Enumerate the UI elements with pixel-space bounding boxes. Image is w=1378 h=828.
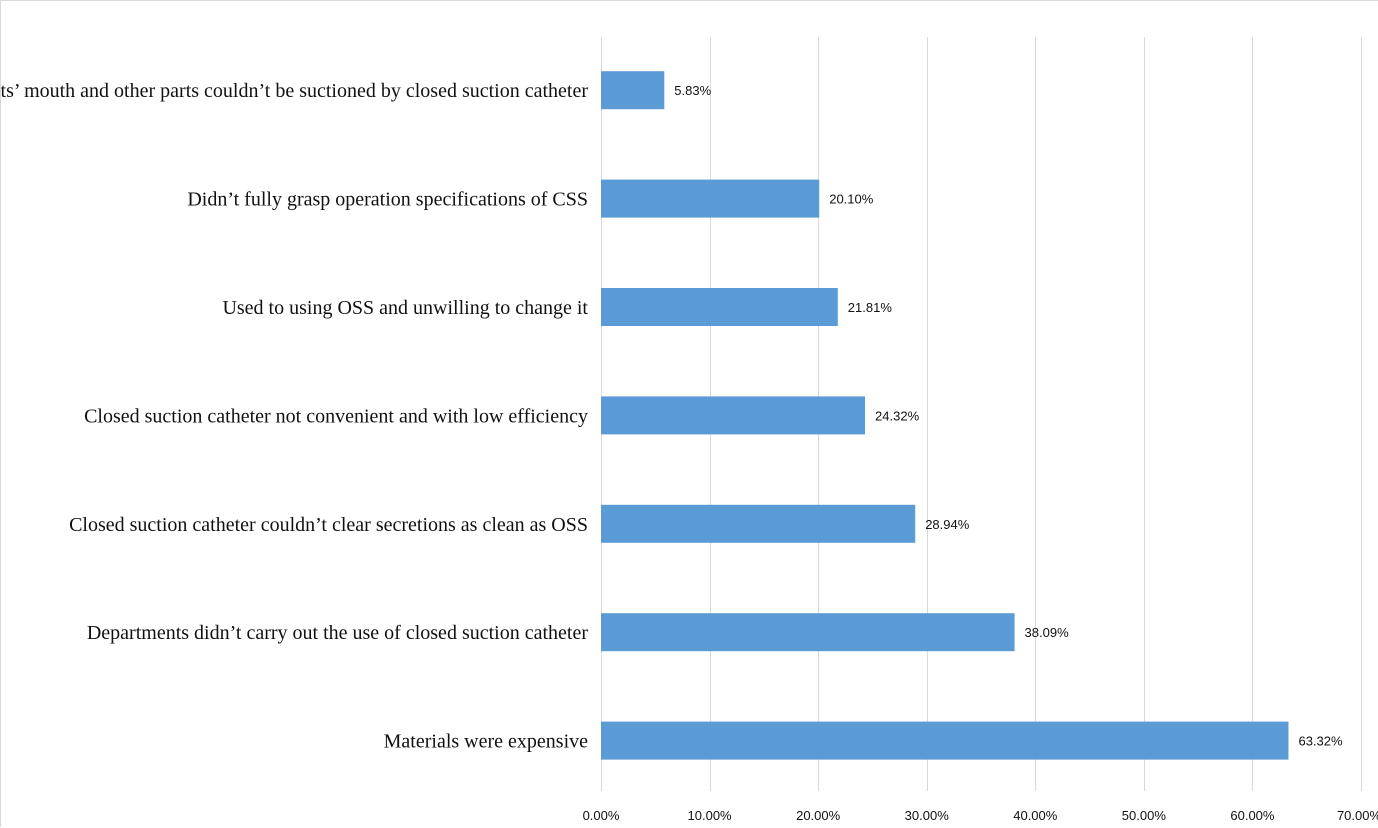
category-label: Materials were expensive bbox=[384, 731, 588, 753]
x-axis-ticks: 0.00% 10.00% 20.00% 30.00% 40.00% 50.00% 60.00… bbox=[583, 808, 1378, 823]
category-label: Patients’ mouth and other parts couldn’t… bbox=[1, 80, 588, 102]
category-label: Didn’t fully grasp operation specificati… bbox=[187, 189, 588, 211]
bar bbox=[601, 504, 916, 543]
data-label: 63.32% bbox=[1298, 734, 1343, 749]
bar bbox=[601, 396, 866, 435]
x-tick-label: 50.00% bbox=[1122, 808, 1167, 823]
category-label: Closed suction catheter couldn’t clear s… bbox=[69, 514, 588, 536]
data-label: 24.32% bbox=[875, 408, 920, 423]
category-label: Closed suction catheter not convenient a… bbox=[84, 405, 588, 427]
x-tick-label: 70.00% bbox=[1337, 808, 1378, 823]
bar bbox=[601, 179, 820, 218]
bar bbox=[601, 721, 1289, 760]
bars bbox=[601, 71, 1289, 760]
x-tick-label: 20.00% bbox=[796, 808, 841, 823]
x-tick-label: 60.00% bbox=[1230, 808, 1275, 823]
data-label: 28.94% bbox=[925, 517, 970, 532]
category-label: Used to using OSS and unwilling to chang… bbox=[222, 297, 588, 319]
category-label: Departments didn’t carry out the use of … bbox=[87, 622, 588, 644]
labels: Patients’ mouth and other parts couldn’t… bbox=[1, 80, 1343, 752]
bar bbox=[601, 71, 665, 110]
x-tick-label: 30.00% bbox=[905, 808, 950, 823]
bar bbox=[601, 288, 838, 326]
data-label: 21.81% bbox=[848, 300, 893, 315]
bar bbox=[601, 613, 1015, 652]
x-tick-label: 10.00% bbox=[688, 808, 733, 823]
data-label: 20.10% bbox=[829, 192, 874, 207]
x-tick-label: 0.00% bbox=[583, 808, 620, 823]
x-tick-label: 40.00% bbox=[1013, 808, 1058, 823]
data-label: 5.83% bbox=[674, 83, 711, 98]
data-label: 38.09% bbox=[1025, 625, 1070, 640]
